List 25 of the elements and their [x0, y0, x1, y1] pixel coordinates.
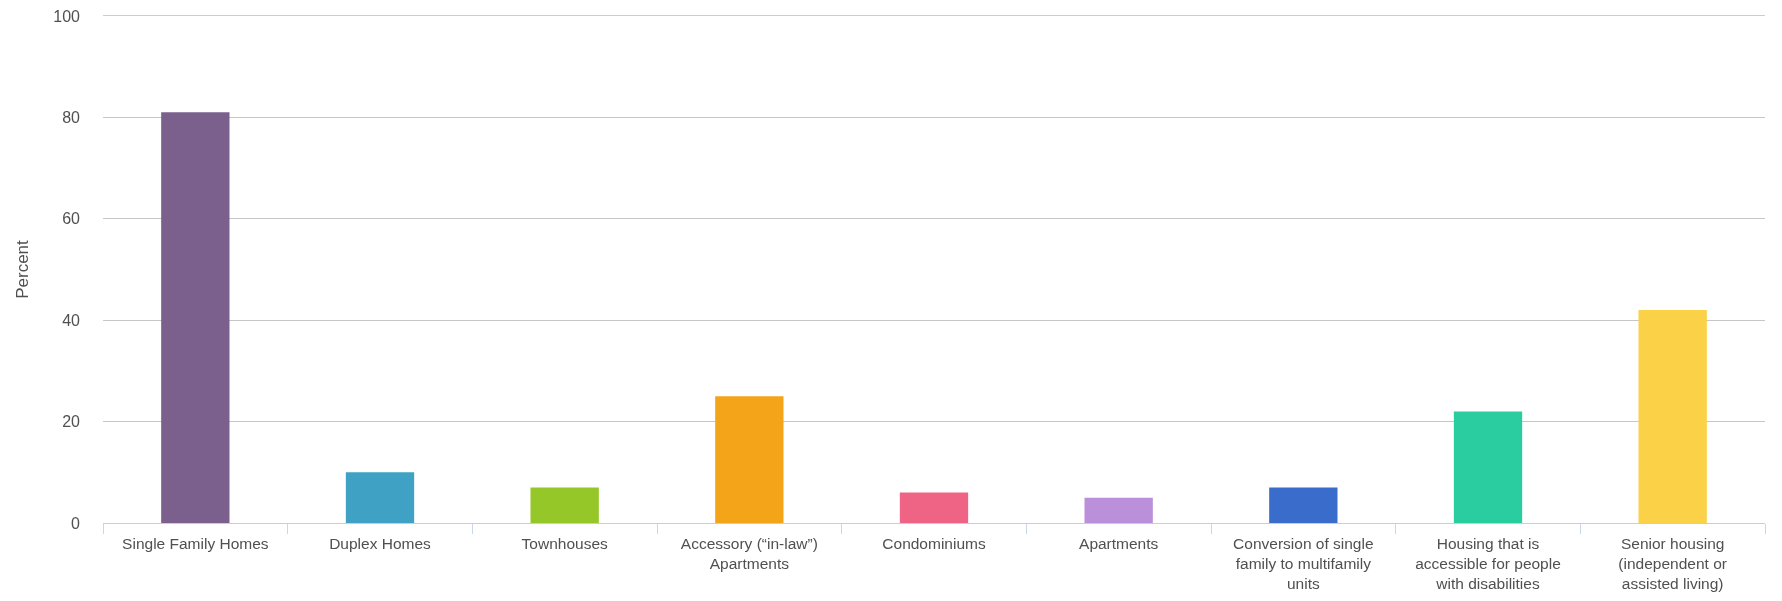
bar: [1638, 310, 1707, 523]
bar: [161, 112, 230, 523]
bar: [899, 492, 969, 523]
x-tick-label: Senior housing (independent or assisted living): [1618, 535, 1727, 593]
bar: [345, 472, 415, 523]
x-tick-label: Housing that is accessible for people with disabilities: [1415, 535, 1561, 593]
y-tick-label: 20: [62, 413, 81, 431]
x-tick-label: Condominiums: [882, 535, 986, 552]
y-axis-title: Percent: [12, 239, 32, 299]
y-tick-label: 0: [71, 514, 81, 532]
x-tick-label: Conversion of single family to multifamily units: [1233, 535, 1374, 593]
bar: [530, 487, 599, 523]
bar: [715, 396, 784, 523]
y-tick-label: 80: [62, 109, 81, 126]
y-tick-label: 60: [62, 210, 81, 228]
x-tick-label: Single Family Homes: [122, 535, 269, 552]
x-tick-label: Apartments: [1079, 535, 1159, 552]
bar: [1084, 497, 1153, 523]
bar: [1269, 487, 1338, 523]
x-tick-label: Duplex Homes: [329, 535, 432, 552]
x-tick-label: Accessory (“in-law”) Apartments: [680, 535, 818, 573]
bar: [1453, 411, 1523, 523]
y-tick-label: 100: [53, 7, 81, 25]
y-tick-label: 40: [62, 311, 81, 329]
x-tick-label: Townhouses: [521, 535, 608, 552]
